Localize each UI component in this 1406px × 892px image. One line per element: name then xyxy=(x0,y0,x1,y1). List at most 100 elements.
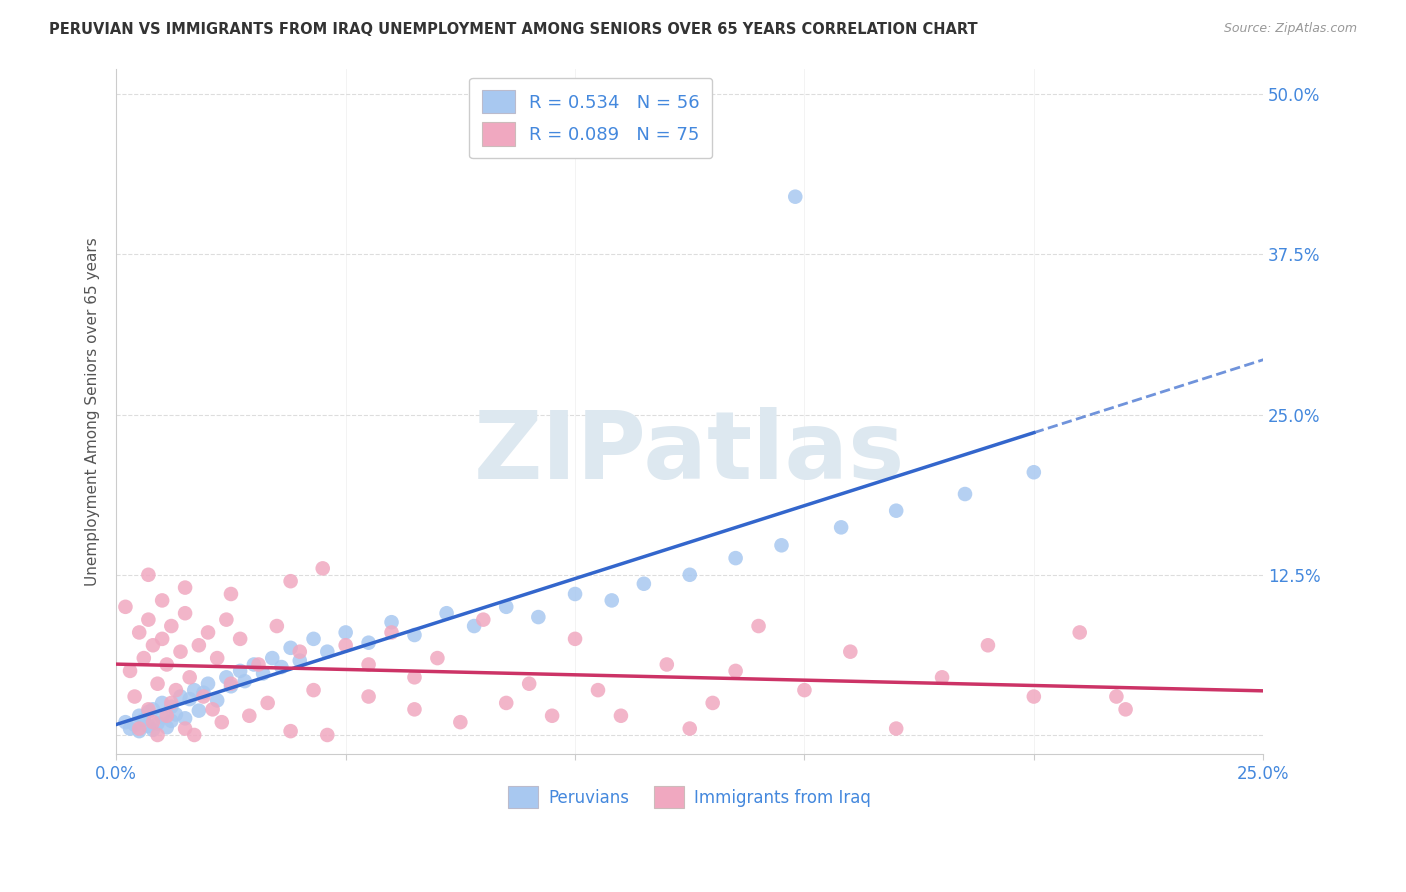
Point xyxy=(785,190,807,204)
Point xyxy=(138,705,160,719)
Point xyxy=(229,664,252,678)
Legend: Peruvians, Immigrants from Iraq: Peruvians, Immigrants from Iraq xyxy=(502,780,877,814)
Point xyxy=(302,683,325,698)
Point xyxy=(884,504,907,518)
Point xyxy=(541,708,564,723)
Point xyxy=(138,567,160,582)
Point xyxy=(288,654,311,668)
Point xyxy=(169,645,191,659)
Point xyxy=(219,587,242,601)
Point xyxy=(335,625,357,640)
Point xyxy=(215,613,238,627)
Point xyxy=(977,638,1000,652)
Point xyxy=(132,713,155,727)
Point xyxy=(114,599,136,614)
Point xyxy=(183,728,205,742)
Point xyxy=(142,723,165,737)
Point xyxy=(142,638,165,652)
Point xyxy=(724,551,747,566)
Point xyxy=(124,717,146,731)
Point xyxy=(280,640,302,655)
Point xyxy=(404,670,426,684)
Point xyxy=(114,715,136,730)
Point xyxy=(179,692,201,706)
Point xyxy=(160,696,183,710)
Point xyxy=(495,696,517,710)
Point xyxy=(252,666,274,681)
Point xyxy=(472,613,495,627)
Point xyxy=(1022,465,1045,479)
Point xyxy=(174,581,197,595)
Point xyxy=(288,645,311,659)
Point xyxy=(312,561,335,575)
Point xyxy=(463,619,485,633)
Point xyxy=(724,664,747,678)
Point xyxy=(193,690,215,704)
Point xyxy=(201,702,224,716)
Point xyxy=(138,702,160,716)
Point xyxy=(527,610,550,624)
Point xyxy=(270,660,292,674)
Point xyxy=(335,638,357,652)
Point xyxy=(280,724,302,739)
Point xyxy=(426,651,449,665)
Point xyxy=(256,696,278,710)
Point xyxy=(839,645,862,659)
Point xyxy=(229,632,252,646)
Point xyxy=(357,657,380,672)
Point xyxy=(118,664,141,678)
Point xyxy=(165,683,187,698)
Point xyxy=(233,674,256,689)
Point xyxy=(128,724,150,739)
Point xyxy=(142,702,165,716)
Point xyxy=(243,657,266,672)
Point xyxy=(247,657,270,672)
Point xyxy=(679,722,702,736)
Point xyxy=(187,704,209,718)
Text: PERUVIAN VS IMMIGRANTS FROM IRAQ UNEMPLOYMENT AMONG SENIORS OVER 65 YEARS CORREL: PERUVIAN VS IMMIGRANTS FROM IRAQ UNEMPLO… xyxy=(49,22,977,37)
Point xyxy=(169,690,191,704)
Point xyxy=(156,708,179,723)
Point xyxy=(197,625,219,640)
Point xyxy=(205,693,228,707)
Point xyxy=(160,619,183,633)
Point xyxy=(156,657,179,672)
Point xyxy=(219,676,242,690)
Text: Source: ZipAtlas.com: Source: ZipAtlas.com xyxy=(1223,22,1357,36)
Point xyxy=(193,686,215,700)
Point xyxy=(142,715,165,730)
Point xyxy=(146,676,169,690)
Point xyxy=(156,720,179,734)
Point xyxy=(211,715,233,730)
Point xyxy=(449,715,471,730)
Point xyxy=(1115,702,1137,716)
Point xyxy=(150,710,173,724)
Point xyxy=(138,613,160,627)
Point xyxy=(953,487,976,501)
Point xyxy=(770,538,793,552)
Point xyxy=(884,722,907,736)
Point xyxy=(1105,690,1128,704)
Point xyxy=(150,696,173,710)
Point xyxy=(830,520,852,534)
Point xyxy=(146,728,169,742)
Point xyxy=(357,636,380,650)
Point xyxy=(1069,625,1091,640)
Point xyxy=(266,619,288,633)
Point xyxy=(150,593,173,607)
Point xyxy=(183,683,205,698)
Y-axis label: Unemployment Among Seniors over 65 years: Unemployment Among Seniors over 65 years xyxy=(86,237,100,586)
Point xyxy=(380,615,402,630)
Point xyxy=(187,638,209,652)
Point xyxy=(655,657,678,672)
Point xyxy=(124,690,146,704)
Point xyxy=(197,676,219,690)
Point xyxy=(128,722,150,736)
Point xyxy=(160,714,183,728)
Point xyxy=(495,599,517,614)
Point xyxy=(219,679,242,693)
Point xyxy=(679,567,702,582)
Point xyxy=(793,683,815,698)
Point xyxy=(586,683,609,698)
Point xyxy=(179,670,201,684)
